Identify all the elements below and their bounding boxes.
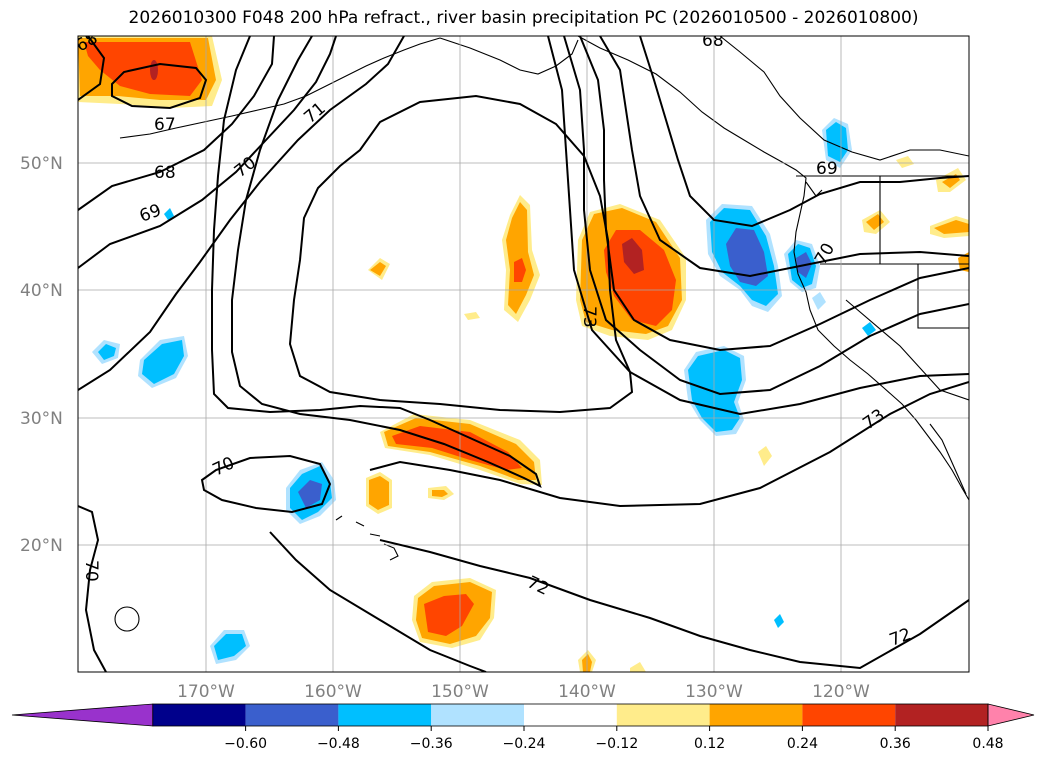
negative-anomaly-region: [812, 292, 826, 310]
lon-axis: 170°W 160°W 150°W 140°W 130°W 120°W: [177, 682, 870, 702]
ocean-background: [78, 36, 969, 672]
map-frame: [77, 35, 970, 673]
contour-line: [78, 36, 275, 211]
colorbar-bin: [245, 704, 339, 726]
baja-coast: [929, 423, 967, 495]
colorbar-bin: [802, 704, 896, 726]
positive-anomaly-region: [369, 476, 389, 510]
contour-label: 69: [816, 159, 838, 179]
positive-anomaly-region: [370, 262, 386, 276]
colorbar-bin: [338, 704, 432, 726]
contour-label: 73: [579, 306, 599, 328]
colorbar-tick-label: −0.12: [595, 736, 638, 752]
colorbar-bin: [431, 704, 524, 726]
colorbar-tick-label: 0.36: [880, 736, 911, 752]
positive-anomaly-region: [464, 312, 480, 320]
hawaii-islands: [335, 515, 399, 561]
negative-anomaly-region: [142, 340, 184, 384]
colorbar-bin: [895, 704, 988, 726]
contour-line: [599, 36, 969, 278]
contour-line: [379, 539, 969, 670]
state-border: [917, 264, 969, 329]
contour-line: [579, 36, 969, 352]
contour-line: [78, 36, 337, 269]
contour-line: [200, 454, 332, 514]
lon-label: 140°W: [558, 682, 616, 702]
colorbar: −0.60 −0.48 −0.36 −0.24 −0.12 0.12 0.24 0.36 0.4…: [11, 703, 1035, 752]
positive-anomaly-region: [958, 252, 969, 272]
negative-anomaly-region: [862, 322, 876, 336]
lat-label: 20°N: [20, 536, 63, 556]
contour-line: [547, 36, 969, 416]
lat-label: 40°N: [20, 281, 63, 301]
state-border: [845, 299, 969, 401]
map-title: 2026010300 F048 200 hPa refract., river …: [128, 8, 919, 28]
colorbar-tick-label: 0.12: [694, 736, 725, 752]
colorbar-tick-label: −0.24: [503, 736, 546, 752]
positive-anomaly-region: [934, 220, 969, 234]
contour-label: 67: [154, 115, 176, 135]
negative-anomaly-region: [726, 228, 768, 286]
contour-line: [639, 36, 969, 228]
negative-anomaly-region: [98, 344, 116, 360]
positive-anomaly-region: [432, 490, 448, 497]
lon-label: 160°W: [304, 682, 362, 702]
positive-anomaly-region: [506, 202, 534, 314]
strong-positive-core: [622, 238, 644, 274]
alaska-coastline: [577, 36, 969, 501]
positive-anomaly-region: [424, 594, 474, 636]
colorbar-extend-low: [11, 703, 154, 727]
contour-line: [269, 531, 487, 672]
contour-label: 70: [81, 560, 101, 582]
negative-anomaly-region: [774, 614, 784, 628]
positive-anomaly-region: [758, 446, 772, 466]
negative-anomaly-region: [298, 480, 322, 508]
positive-anomaly-region: [84, 42, 202, 96]
strong-positive-core: [150, 60, 158, 80]
colorbar-tick-label: 0.48: [972, 736, 1003, 752]
negative-anomaly-region: [164, 208, 174, 220]
lon-label: 130°W: [685, 682, 743, 702]
lon-label: 120°W: [812, 682, 870, 702]
contour-line: [211, 36, 542, 488]
colorbar-bin: [152, 704, 246, 726]
colorbar-tick-label: −0.48: [317, 736, 360, 752]
colorbar-bin: [616, 704, 710, 726]
colorbar-bin: [524, 704, 617, 726]
contour-label: 68: [154, 163, 176, 183]
lat-label: 50°N: [20, 154, 63, 174]
negative-anomaly-region: [214, 634, 246, 660]
colorbar-tick-label: 0.24: [787, 736, 818, 752]
contour-label: 68: [702, 31, 724, 51]
contour-line: [288, 94, 634, 414]
canada-coast: [719, 36, 969, 161]
refractivity-contours: [78, 36, 969, 672]
positive-anomaly-region: [514, 258, 526, 282]
lon-label: 170°W: [177, 682, 235, 702]
contour-line: [369, 381, 969, 508]
colorbar-frame: [152, 703, 989, 727]
contour-line: [78, 505, 107, 672]
lat-label: 30°N: [20, 409, 63, 429]
contour-line: [563, 36, 969, 396]
contour-line: [111, 62, 208, 110]
colorbar-tick-label: −0.60: [224, 736, 267, 752]
negative-anomaly-region: [826, 122, 848, 162]
lat-axis: 50°N 40°N 30°N 20°N: [20, 154, 63, 556]
colorbar-extend-high: [987, 703, 1035, 727]
lon-label: 150°W: [431, 682, 489, 702]
map-area: 68 67 68 69 70 71 68 69 70 73 73 70 72 7…: [78, 31, 969, 672]
colorbar-tick-label: −0.36: [410, 736, 453, 752]
positive-anomaly-region: [896, 156, 914, 168]
positive-anomaly-region: [630, 662, 646, 672]
contour-line: [78, 36, 106, 101]
island: [114, 606, 140, 632]
colorbar-bin: [709, 704, 803, 726]
